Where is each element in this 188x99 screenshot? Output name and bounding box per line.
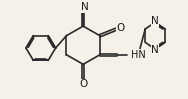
Text: HN: HN <box>131 50 146 60</box>
Text: N: N <box>151 45 159 55</box>
Text: O: O <box>117 23 125 33</box>
Text: N: N <box>151 16 159 26</box>
Text: O: O <box>79 79 87 89</box>
Text: N: N <box>81 2 89 12</box>
